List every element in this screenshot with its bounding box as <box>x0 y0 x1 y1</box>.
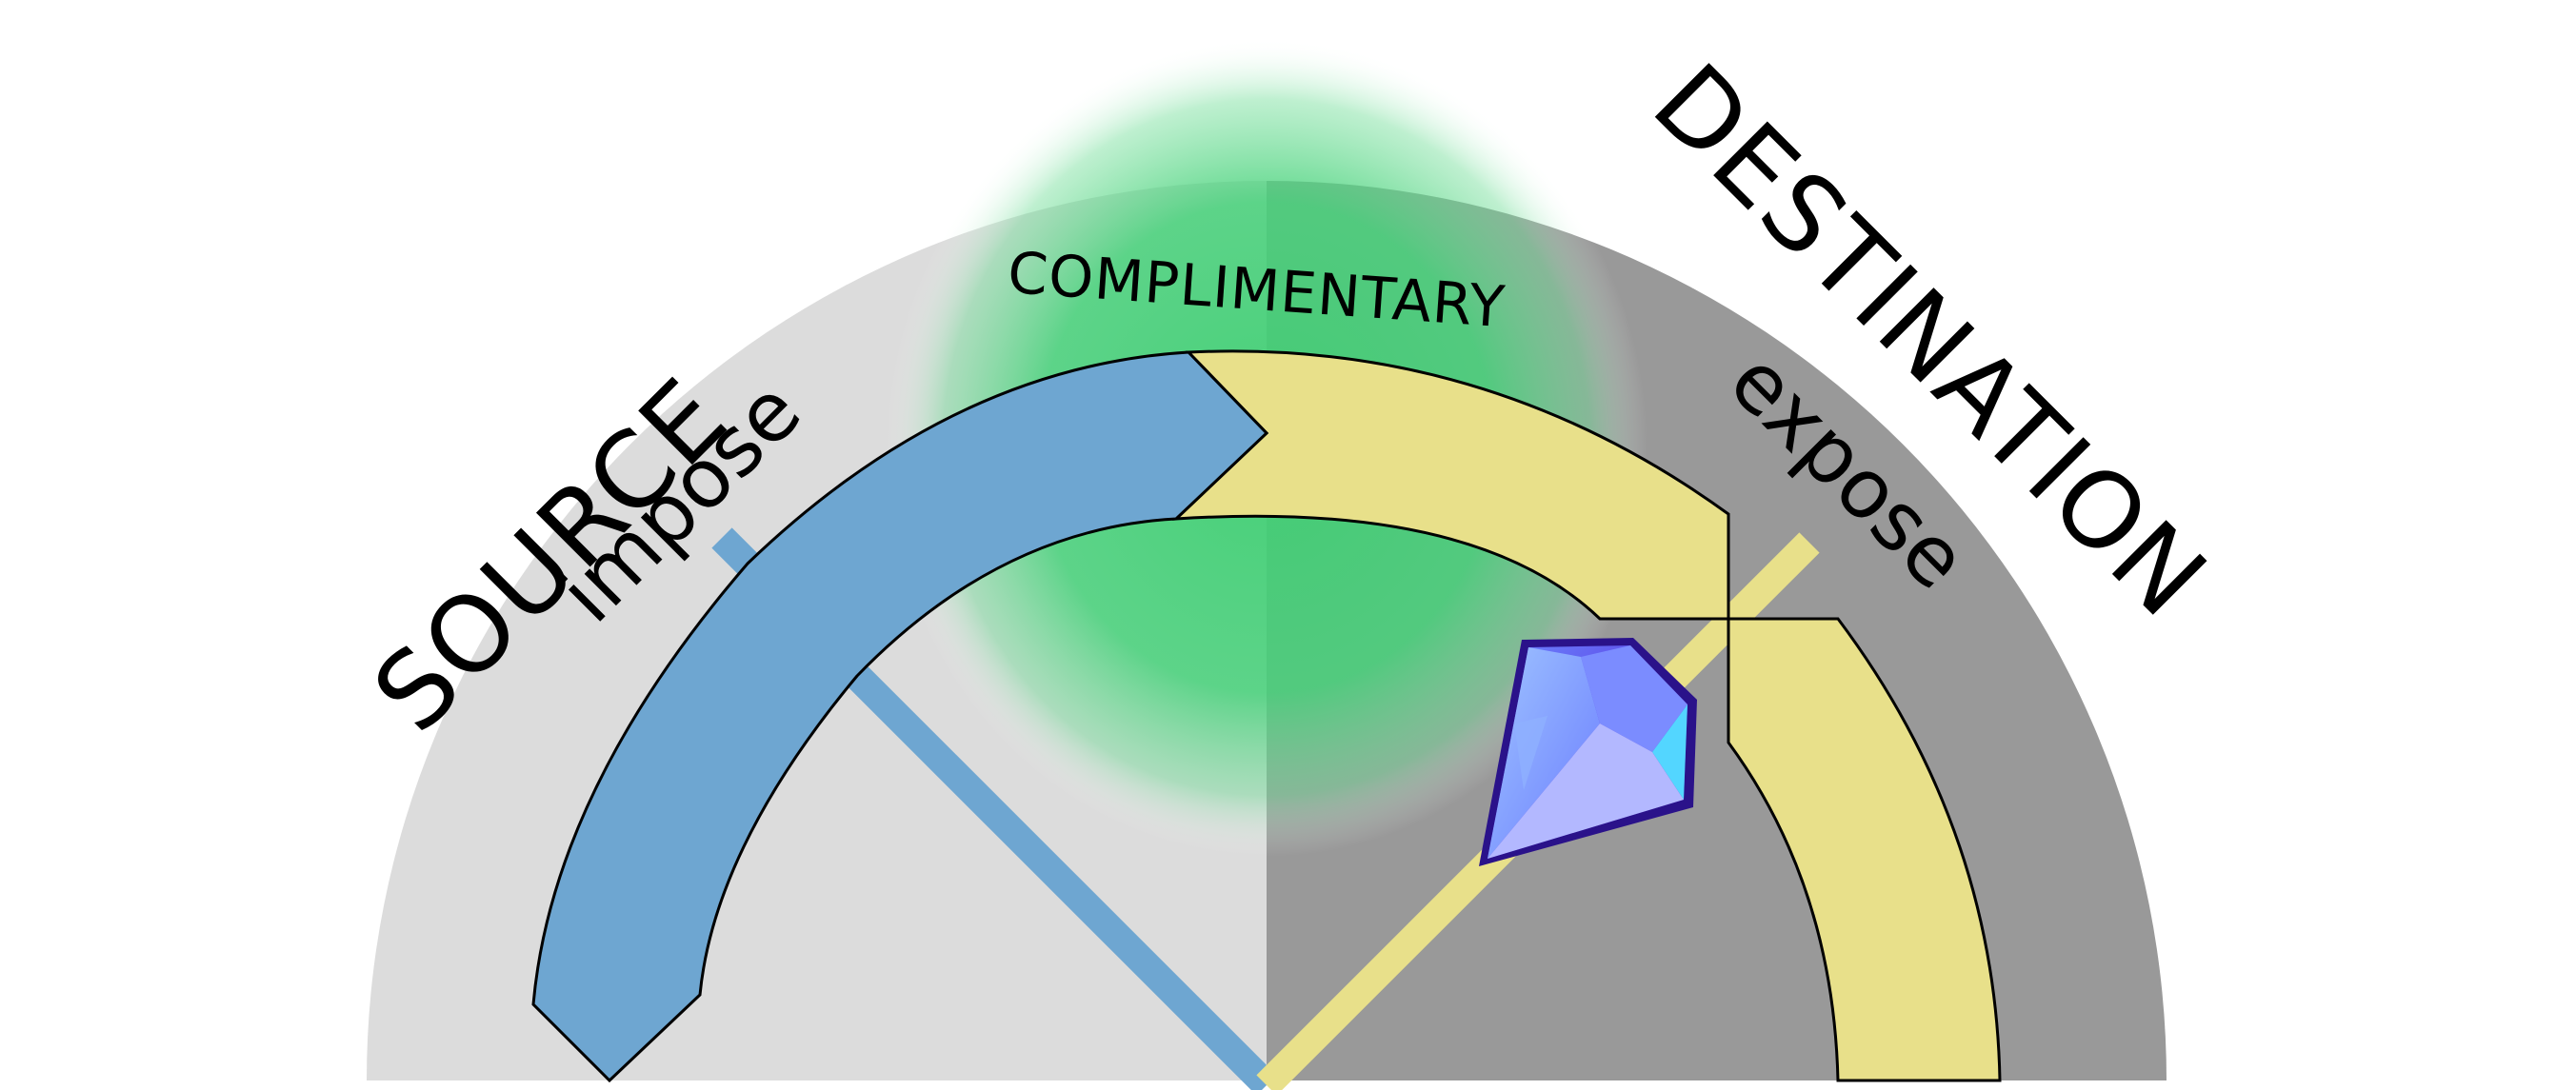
source-needle <box>847 665 1277 1090</box>
source-band <box>531 350 1269 1083</box>
blue-gem-icon <box>1479 638 1697 866</box>
source-needle-tick <box>711 527 758 574</box>
